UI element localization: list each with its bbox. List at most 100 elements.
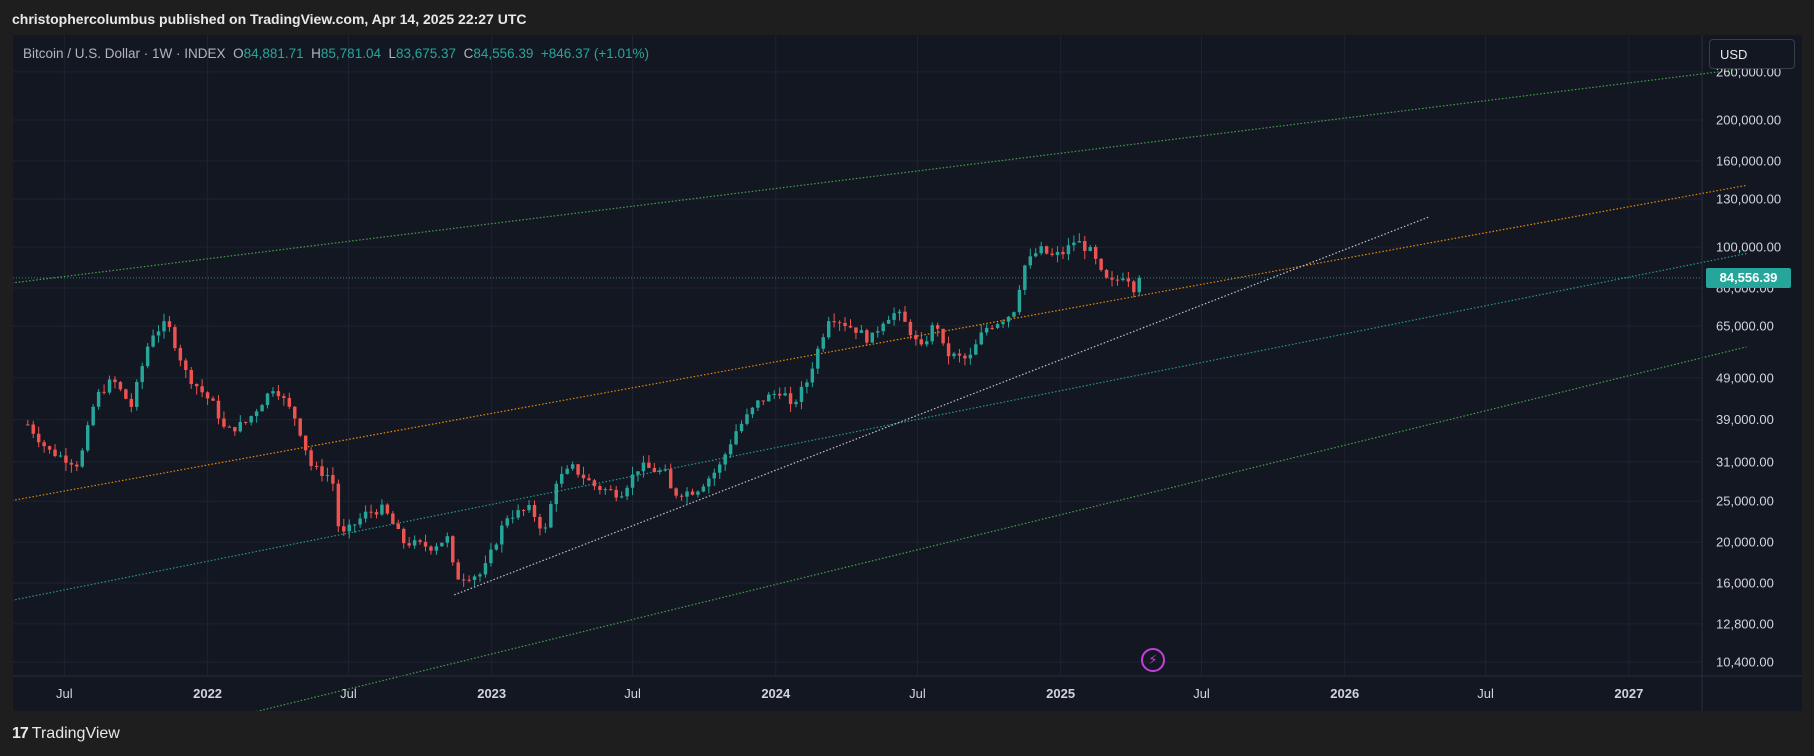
candle-body bbox=[478, 574, 482, 577]
candle-body bbox=[282, 396, 286, 398]
candle-body bbox=[750, 407, 755, 415]
candle-body bbox=[167, 321, 172, 328]
candle-body bbox=[358, 518, 362, 525]
axes: 10,400.00 12,800.00 16,000.00 20,000.00 25,0… bbox=[13, 35, 1802, 711]
candle-body bbox=[674, 488, 678, 496]
candle-body bbox=[1104, 269, 1109, 278]
candle-body bbox=[826, 321, 831, 338]
candle-body bbox=[85, 425, 90, 451]
high-label: H bbox=[311, 46, 321, 61]
candle-body bbox=[935, 325, 940, 329]
candle-body bbox=[549, 504, 553, 528]
candle-body bbox=[113, 379, 117, 383]
open-label: O bbox=[233, 46, 244, 61]
candle-body bbox=[418, 540, 422, 542]
candle-body bbox=[859, 330, 864, 333]
candle-body bbox=[254, 411, 259, 417]
candle-body bbox=[472, 576, 477, 581]
author-name[interactable]: christophercolumbus bbox=[12, 11, 156, 27]
candle-body bbox=[805, 382, 809, 387]
candle-body bbox=[467, 579, 471, 581]
y-tick-label: 20,000.00 bbox=[1716, 535, 1774, 550]
candle-body bbox=[925, 341, 929, 345]
candle-body bbox=[777, 393, 782, 396]
x-tick-label: Jul bbox=[909, 686, 926, 701]
channel-top bbox=[13, 67, 1747, 284]
y-tick-label: 130,000.00 bbox=[1716, 191, 1781, 206]
candle-body bbox=[788, 393, 793, 405]
candle-body bbox=[1126, 278, 1131, 282]
published-info: published on TradingView.com, Apr 14, 20… bbox=[159, 11, 527, 27]
candle-body bbox=[407, 543, 411, 546]
candle-body bbox=[1121, 278, 1125, 281]
candle-body bbox=[145, 346, 150, 367]
candle-body bbox=[184, 360, 188, 370]
candle-body bbox=[576, 464, 580, 475]
candle-body bbox=[31, 424, 35, 434]
chart-pane[interactable]: 10,400.00 12,800.00 16,000.00 20,000.00 25,0… bbox=[13, 35, 1802, 711]
candle-body bbox=[914, 335, 918, 340]
candle-body bbox=[527, 505, 531, 511]
x-tick-label: 2026 bbox=[1330, 686, 1359, 701]
symbol-title[interactable]: Bitcoin / U.S. Dollar · 1W · INDEX bbox=[23, 46, 226, 61]
candle-body bbox=[728, 444, 733, 455]
candle-body bbox=[1072, 242, 1076, 246]
candle-body bbox=[396, 523, 401, 529]
price-chart[interactable]: 10,400.00 12,800.00 16,000.00 20,000.00 25,0… bbox=[13, 35, 1802, 711]
candle-body bbox=[1083, 241, 1087, 251]
candle-body bbox=[974, 344, 978, 355]
channel-orange bbox=[13, 184, 1747, 501]
x-tick-label: Jul bbox=[1193, 686, 1210, 701]
candle-body bbox=[565, 468, 569, 474]
candle-body bbox=[690, 491, 695, 495]
candle-body bbox=[222, 418, 226, 427]
candle-body bbox=[385, 504, 390, 514]
candle-body bbox=[946, 343, 951, 357]
candle-body bbox=[903, 311, 907, 322]
candle-body bbox=[402, 528, 406, 544]
candle-body bbox=[510, 517, 515, 519]
y-tick-label: 39,000.00 bbox=[1716, 412, 1774, 427]
candle-body bbox=[821, 337, 825, 349]
candle-body bbox=[930, 325, 934, 342]
candle-body bbox=[342, 526, 346, 532]
candle-body bbox=[1017, 289, 1022, 313]
lightning-icon[interactable]: ⚡ bbox=[1141, 648, 1165, 672]
y-tick-label: 16,000.00 bbox=[1716, 576, 1774, 591]
candle-body bbox=[696, 491, 700, 495]
candle-body bbox=[36, 433, 41, 443]
candle-body bbox=[984, 327, 989, 333]
candle-body bbox=[347, 524, 351, 532]
candle-body bbox=[756, 400, 760, 408]
candle-body bbox=[881, 323, 885, 332]
candle-body bbox=[832, 321, 836, 323]
currency-button[interactable]: USD bbox=[1709, 39, 1795, 69]
candles bbox=[26, 233, 1141, 587]
candle-body bbox=[767, 394, 771, 402]
candle-body bbox=[625, 487, 629, 497]
x-tick-label: Jul bbox=[1477, 686, 1494, 701]
candle-body bbox=[1066, 245, 1071, 255]
candle-body bbox=[265, 393, 270, 406]
publish-header: christophercolumbus published on Trading… bbox=[0, 0, 1814, 36]
candle-body bbox=[505, 518, 509, 526]
candle-body bbox=[140, 366, 144, 382]
candle-body bbox=[69, 462, 74, 465]
candle-body bbox=[592, 480, 597, 487]
tradingview-logo[interactable]: 17 TradingView bbox=[12, 725, 120, 743]
candle-body bbox=[107, 379, 112, 393]
candle-body bbox=[816, 348, 820, 369]
candle-body bbox=[303, 435, 308, 451]
last-price-label: 84,556.39 bbox=[1706, 267, 1791, 288]
candle-body bbox=[260, 405, 264, 412]
candle-body bbox=[679, 495, 684, 497]
change-value: +846.37 (+1.01%) bbox=[540, 46, 649, 61]
candle-body bbox=[990, 327, 994, 329]
trendline-white bbox=[454, 216, 1430, 596]
tradingview-logo-icon: 17 bbox=[12, 725, 29, 742]
candle-body bbox=[723, 454, 727, 465]
candle-body bbox=[707, 478, 711, 487]
candle-body bbox=[685, 491, 689, 497]
candle-body bbox=[1044, 246, 1049, 254]
candle-body bbox=[995, 324, 1000, 328]
